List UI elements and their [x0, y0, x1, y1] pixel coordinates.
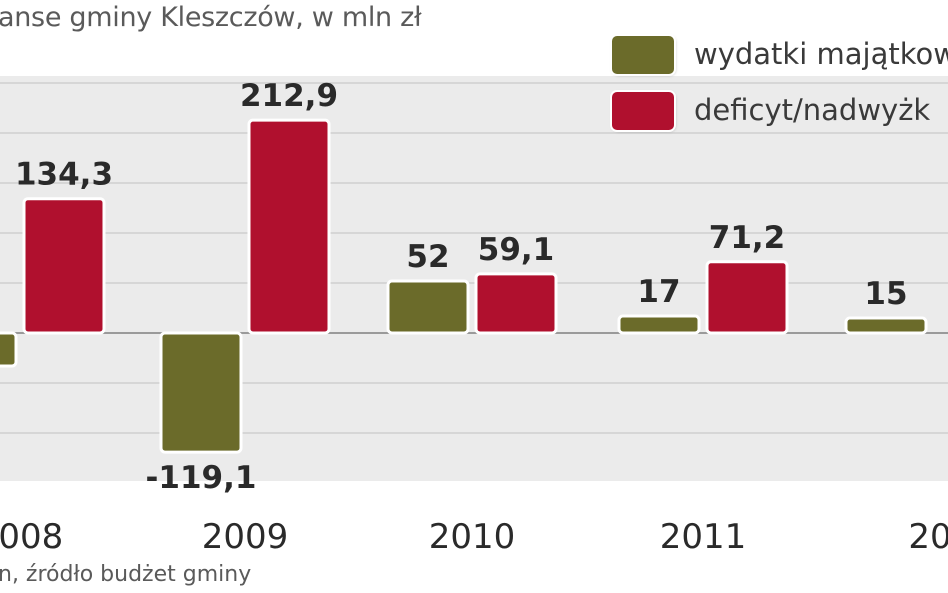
source-note: n, źródło budżet gminy — [0, 562, 252, 587]
legend-label-deficit: deficyt/nadwyżk — [694, 93, 931, 127]
bar-expenses-2008 — [0, 331, 18, 368]
x-tick-label-2008: 2008 — [0, 517, 63, 557]
bar-deficit-2008 — [22, 197, 106, 335]
data-label-deficit-2010: 59,1 — [478, 232, 555, 268]
legend-swatch-expenses — [612, 36, 674, 74]
data-label-expenses-2009: -119,1 — [146, 460, 257, 496]
bar-deficit-2010 — [474, 272, 558, 335]
data-label-deficit-2009: 212,9 — [240, 78, 338, 114]
data-label-deficit-2011: 71,2 — [709, 220, 786, 256]
legend-swatch-deficit — [612, 92, 674, 130]
legend-label-expenses: wydatki majątkow — [694, 37, 948, 71]
data-label-expenses-2011: 17 — [637, 274, 680, 310]
data-label-expenses-20: 15 — [864, 276, 907, 312]
x-tick-label-2010: 2010 — [429, 517, 516, 557]
x-tick-label-20: 20 — [908, 517, 948, 557]
x-tick-label-2009: 2009 — [202, 517, 289, 557]
data-label-expenses-2010: 52 — [406, 239, 449, 275]
bar-expenses-20 — [844, 316, 928, 335]
bar-deficit-2011 — [705, 260, 789, 335]
plot-area — [0, 76, 948, 481]
bar-expenses-2011 — [617, 314, 701, 335]
bar-expenses-2010 — [386, 279, 470, 335]
bar-expenses-2009 — [159, 331, 243, 454]
x-tick-label-2011: 2011 — [660, 517, 747, 557]
chart-title: anse gminy Kleszczów, w mln zł — [0, 2, 422, 33]
bar-deficit-2009 — [247, 118, 331, 335]
data-label-deficit-2008: 134,3 — [15, 157, 113, 193]
